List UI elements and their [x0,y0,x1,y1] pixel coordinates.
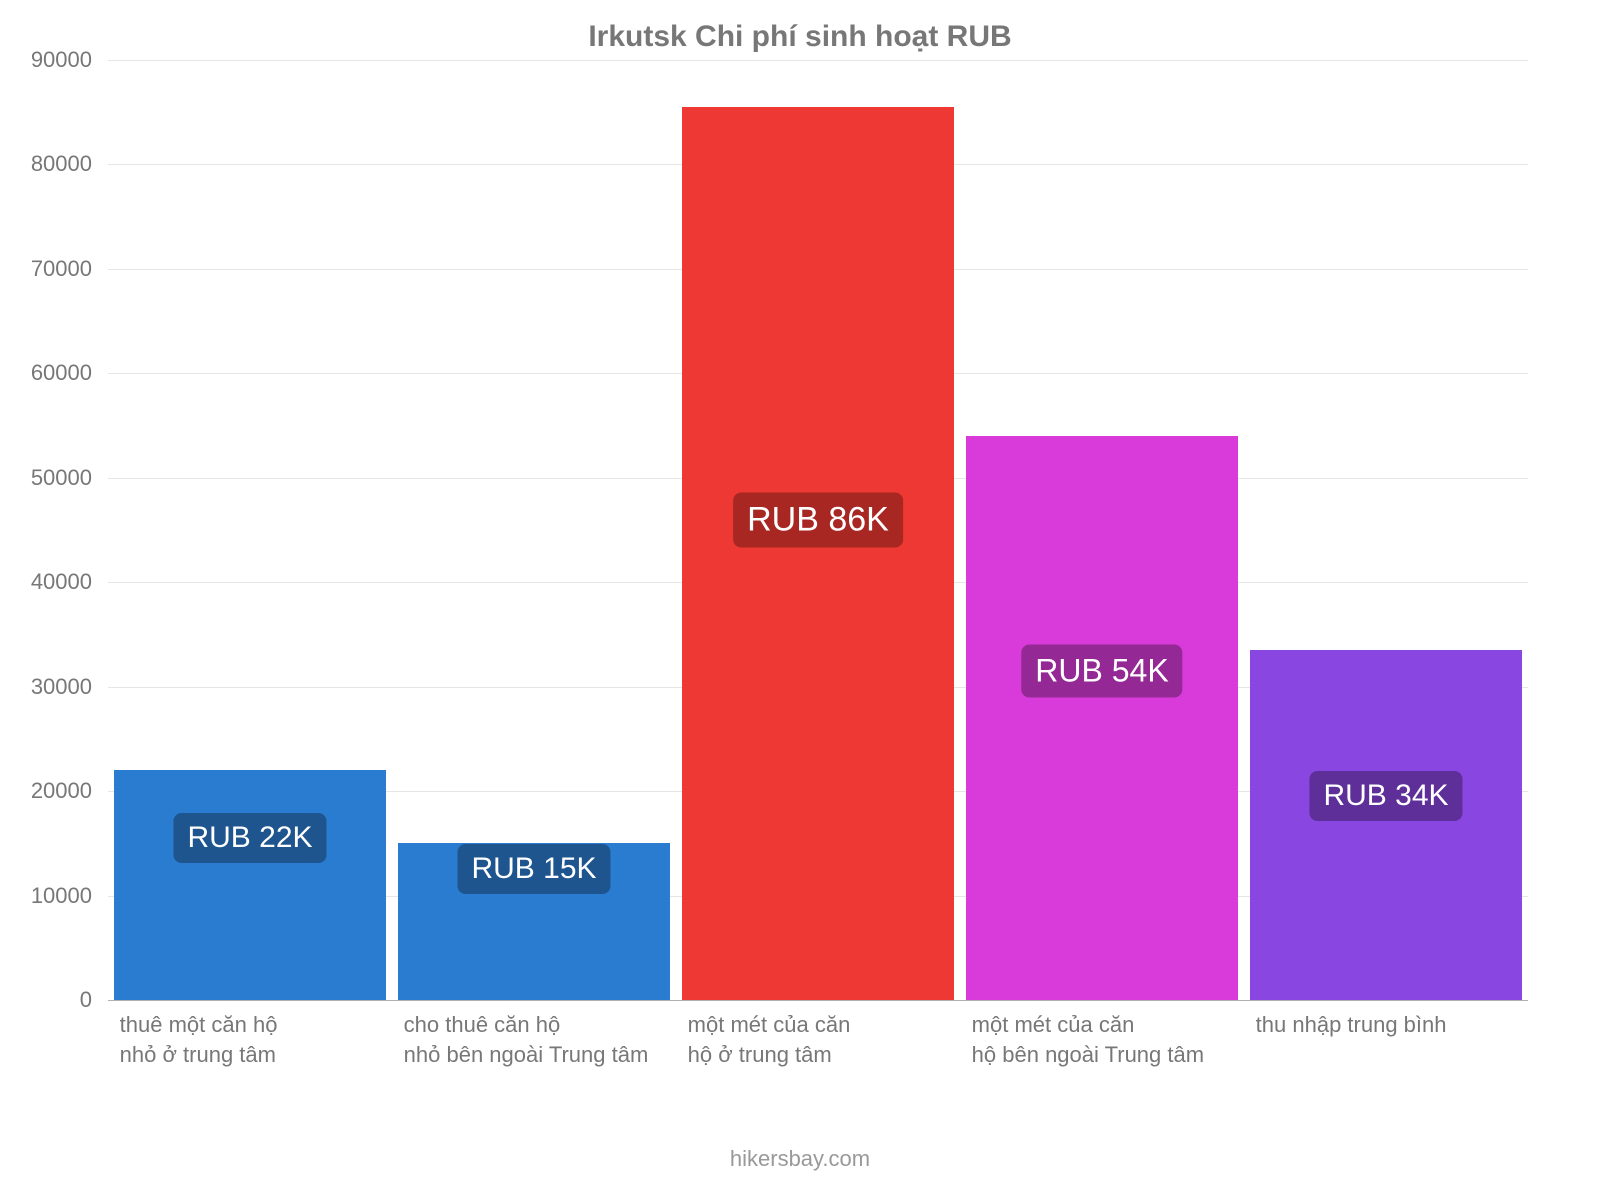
y-tick-label: 90000 [31,47,92,73]
x-tick-label: một mét của cănhộ ở trung tâm [688,1010,851,1069]
x-tick-label-line: cho thuê căn hộ [404,1010,649,1040]
bar [114,770,387,1000]
gridline [108,60,1528,61]
x-tick-label-line: thu nhập trung bình [1256,1010,1447,1040]
bar [1250,650,1523,1000]
y-tick-label: 80000 [31,151,92,177]
x-tick-label-line: hộ bên ngoài Trung tâm [972,1040,1204,1070]
bar-value-label: RUB 22K [173,813,326,863]
y-tick-label: 10000 [31,883,92,909]
chart-title: Irkutsk Chi phí sinh hoạt RUB [0,20,1600,54]
x-tick-label-line: một mét của căn [688,1010,851,1040]
chart-container: Irkutsk Chi phí sinh hoạt RUB 0 10000 2000… [0,0,1600,1200]
x-tick-label-line: một mét của căn [972,1010,1204,1040]
x-tick-label-line: nhỏ ở trung tâm [120,1040,278,1070]
y-tick-label: 70000 [31,256,92,282]
x-tick-label: cho thuê căn hộnhỏ bên ngoài Trung tâm [404,1010,649,1069]
x-tick-label-line: hộ ở trung tâm [688,1040,851,1070]
x-tick-label-line: nhỏ bên ngoài Trung tâm [404,1040,649,1070]
x-tick-label: thuê một căn hộnhỏ ở trung tâm [120,1010,278,1069]
x-tick-label-line: thuê một căn hộ [120,1010,278,1040]
plot-area: RUB 22K RUB 15K RUB 86K RUB 54K RUB 34K [108,60,1528,1001]
source-attribution: hikersbay.com [0,1146,1600,1172]
y-tick-label: 30000 [31,674,92,700]
y-axis-labels: 0100002000030000400005000060000700008000… [0,60,100,1000]
bar-value-label: RUB 34K [1309,771,1462,821]
bar [682,107,955,1000]
y-tick-label: 20000 [31,778,92,804]
bar [966,436,1239,1000]
y-tick-label: 40000 [31,569,92,595]
x-tick-label: một mét của cănhộ bên ngoài Trung tâm [972,1010,1204,1069]
bar-value-label: RUB 54K [1021,645,1182,698]
y-tick-label: 0 [80,987,92,1013]
y-tick-label: 50000 [31,465,92,491]
bar-value-label: RUB 86K [733,492,903,547]
x-tick-label: thu nhập trung bình [1256,1010,1447,1040]
bar-value-label: RUB 15K [457,844,610,894]
y-tick-label: 60000 [31,360,92,386]
